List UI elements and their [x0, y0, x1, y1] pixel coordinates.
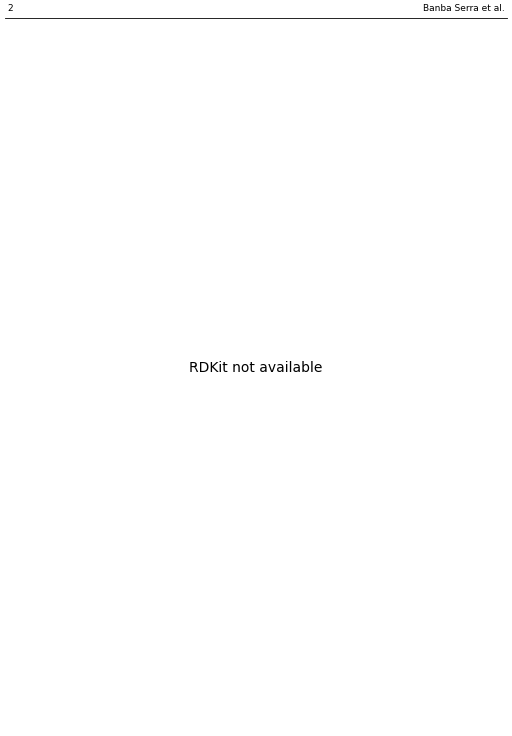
- Text: 2: 2: [8, 4, 13, 13]
- Text: RDKit not available: RDKit not available: [189, 361, 323, 375]
- Text: Banba Serra et al.: Banba Serra et al.: [422, 4, 504, 13]
